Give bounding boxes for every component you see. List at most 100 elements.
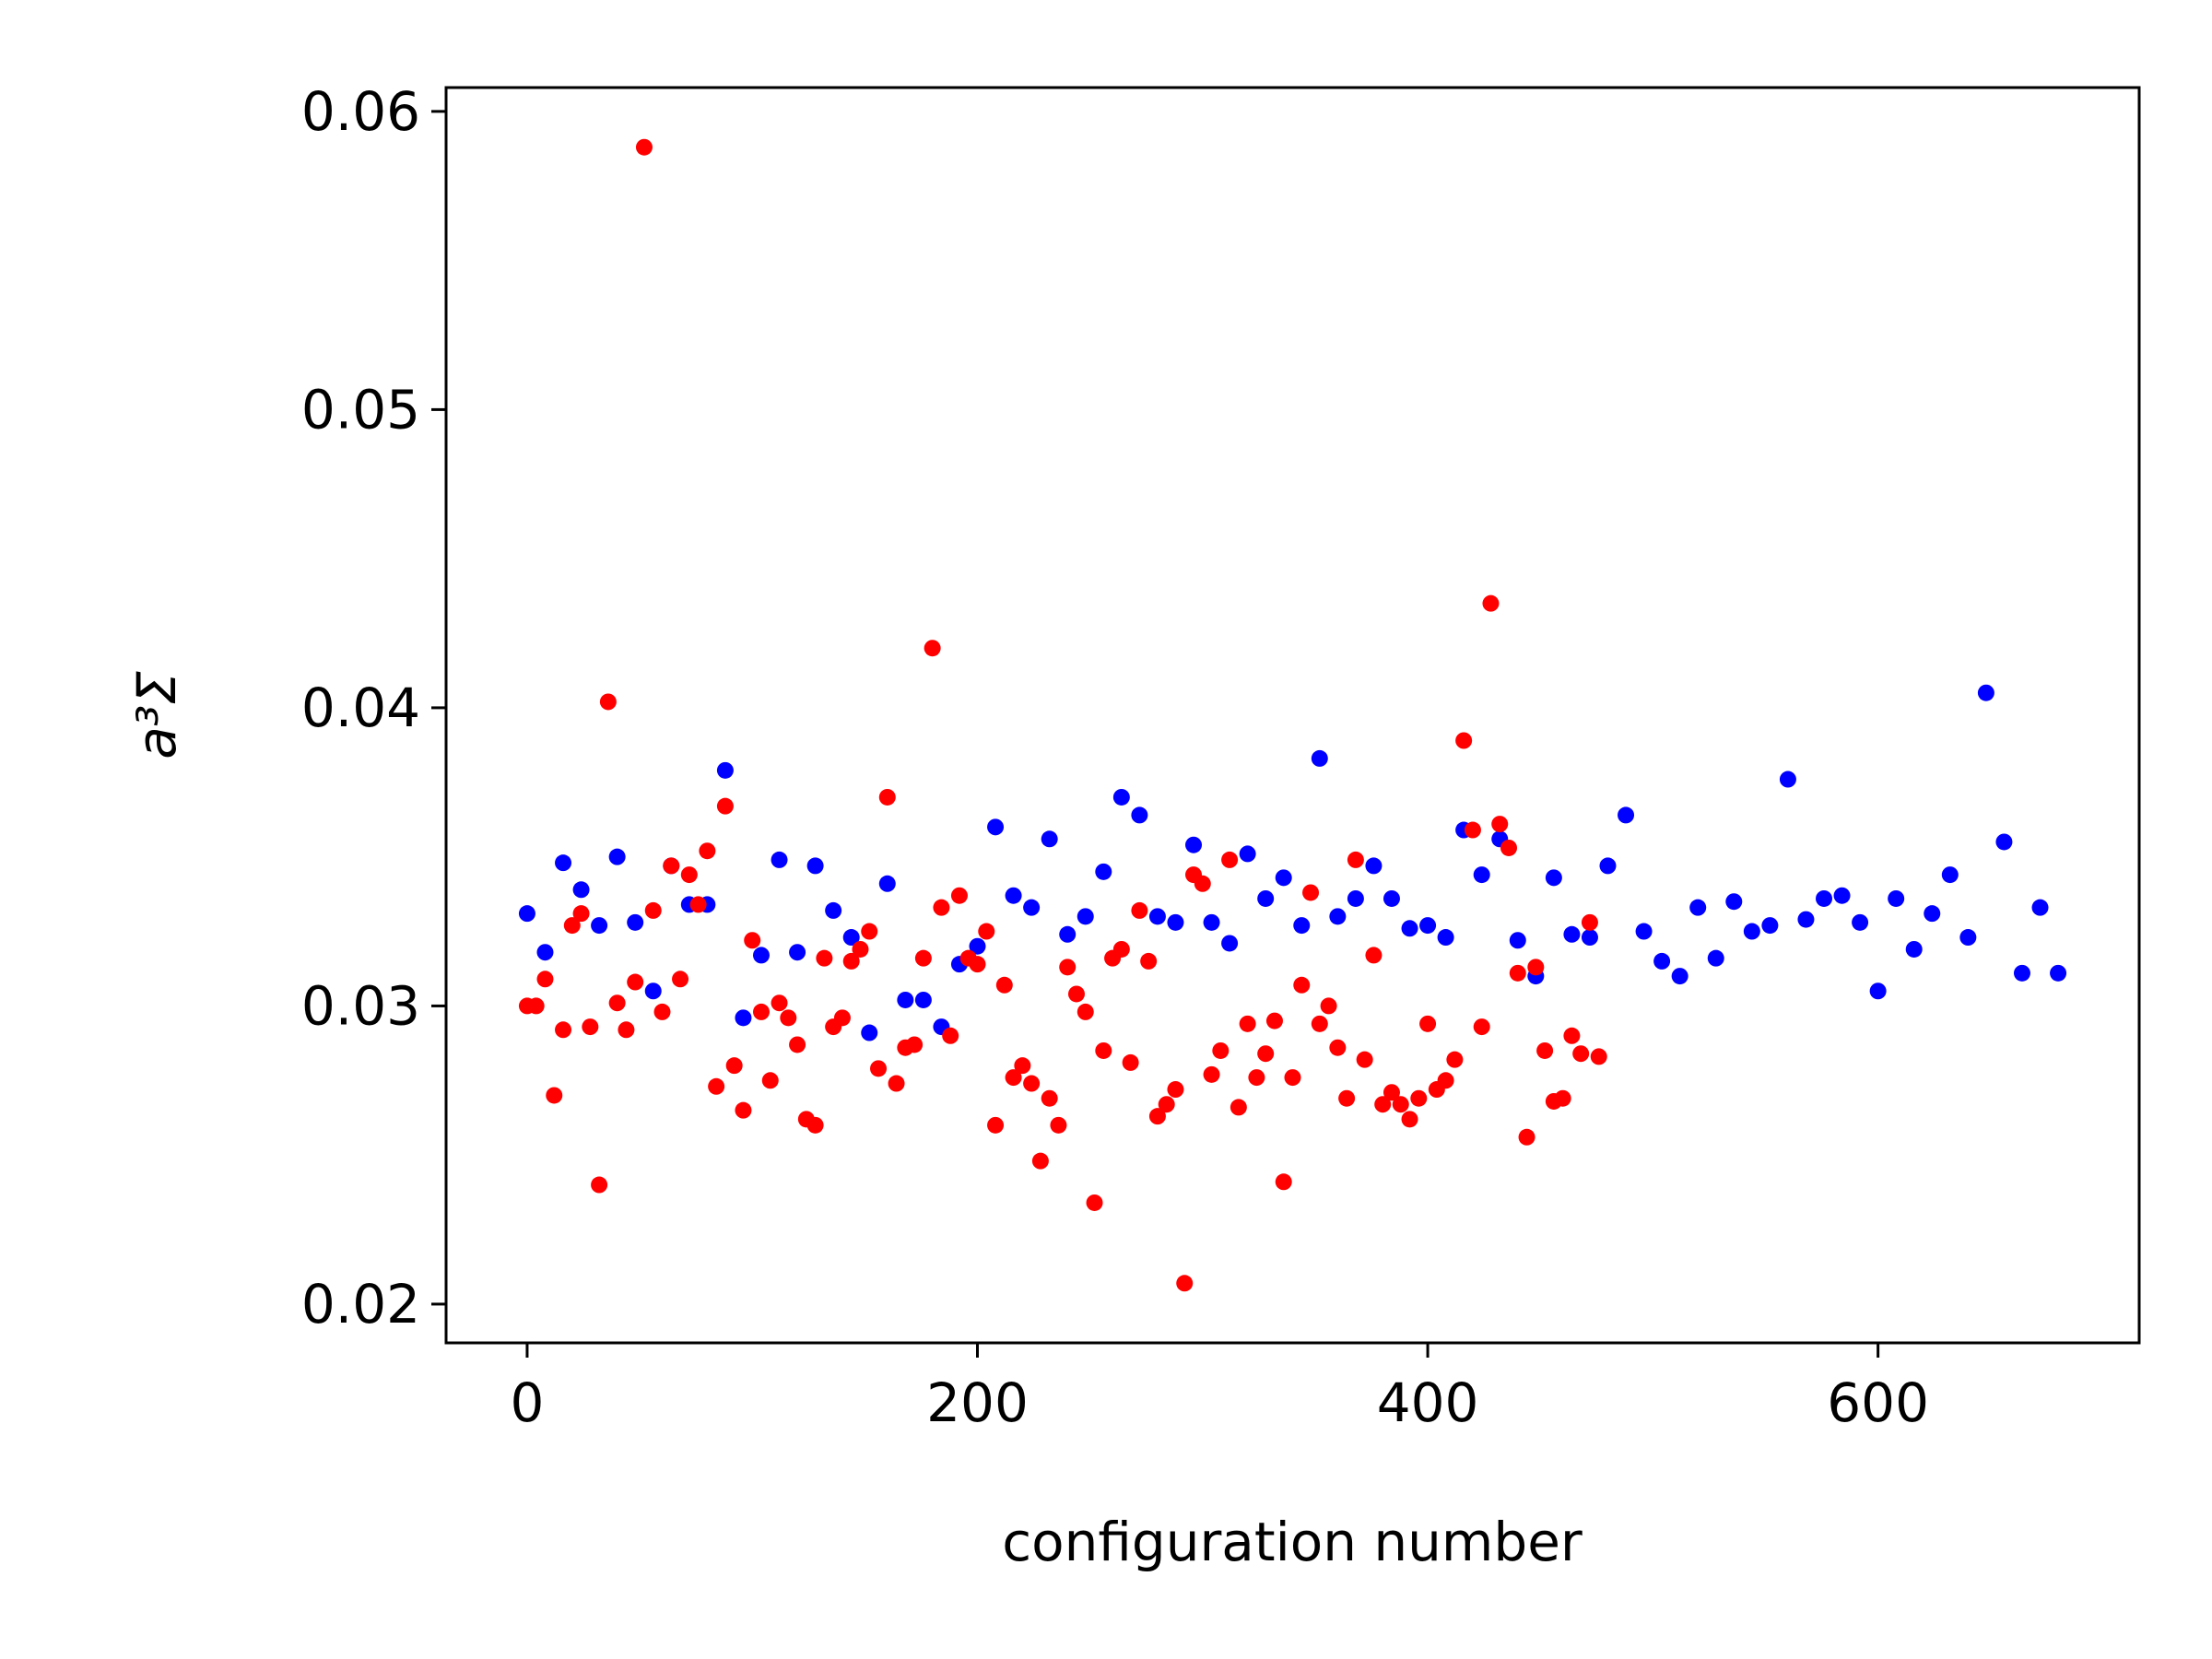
data-point-series-0-44 (1311, 749, 1328, 767)
data-point-series-1-18 (680, 866, 698, 884)
data-point-series-1-63 (1086, 1194, 1103, 1211)
data-point-series-0-58 (1563, 925, 1581, 943)
data-point-series-1-119 (1590, 1048, 1607, 1065)
data-point-series-1-3 (546, 1087, 563, 1104)
data-point-series-1-9 (599, 693, 617, 711)
data-point-series-0-38 (1203, 913, 1220, 931)
data-point-series-0-12 (735, 1009, 752, 1027)
data-point-series-1-72 (1167, 1081, 1184, 1099)
data-point-series-1-88 (1311, 1015, 1328, 1032)
data-point-series-1-10 (608, 994, 626, 1012)
data-point-series-0-53 (1473, 866, 1490, 884)
data-point-series-0-26 (987, 818, 1005, 836)
plot-frame (444, 86, 2141, 1345)
data-point-series-0-25 (969, 937, 986, 955)
data-point-series-0-6 (627, 913, 644, 931)
data-point-series-1-56 (1023, 1075, 1041, 1092)
data-point-series-0-18 (842, 929, 860, 947)
data-point-series-1-8 (591, 1176, 608, 1194)
y-axis-title: a³Σ (125, 671, 188, 759)
data-point-series-0-82 (1995, 833, 2013, 851)
data-point-series-0-14 (771, 851, 788, 868)
data-point-series-1-41 (888, 1075, 905, 1092)
data-point-series-1-62 (1077, 1003, 1094, 1020)
data-point-series-1-53 (995, 976, 1013, 994)
data-point-series-1-64 (1095, 1041, 1112, 1059)
data-point-series-0-15 (789, 944, 806, 961)
y-tick-label: 0.02 (301, 1273, 420, 1335)
data-point-series-1-86 (1293, 976, 1311, 994)
data-point-series-1-97 (1392, 1096, 1409, 1113)
data-point-series-1-1 (527, 997, 545, 1015)
data-point-series-0-76 (1888, 889, 1905, 907)
x-tick-label: 200 (926, 1371, 1029, 1434)
data-point-series-1-100 (1419, 1015, 1437, 1032)
data-point-series-0-36 (1167, 913, 1184, 931)
data-point-series-0-22 (914, 991, 932, 1008)
data-point-series-1-103 (1446, 1051, 1464, 1068)
data-point-series-0-32 (1095, 863, 1112, 880)
data-point-series-0-34 (1131, 806, 1148, 824)
data-point-series-0-75 (1869, 982, 1887, 1000)
data-point-series-0-43 (1293, 917, 1311, 935)
data-point-series-1-15 (653, 1003, 671, 1020)
data-point-series-1-94 (1365, 947, 1382, 964)
data-point-series-1-90 (1329, 1039, 1347, 1056)
data-point-series-1-81 (1248, 1069, 1265, 1087)
data-point-series-0-62 (1635, 923, 1653, 940)
y-tick-label: 0.05 (301, 378, 420, 441)
data-point-series-1-106 (1473, 1018, 1490, 1036)
data-point-series-1-96 (1382, 1084, 1400, 1101)
data-point-series-1-89 (1320, 997, 1337, 1015)
data-point-series-1-68 (1131, 901, 1148, 919)
data-point-series-1-110 (1509, 964, 1526, 982)
data-point-series-1-98 (1401, 1111, 1418, 1128)
x-axis: 0 200 400 600 (510, 1343, 1929, 1434)
data-point-series-0-63 (1653, 952, 1671, 970)
data-point-series-1-75 (1194, 875, 1211, 892)
data-point-series-1-66 (1112, 940, 1130, 958)
data-point-series-1-115 (1554, 1089, 1571, 1107)
data-point-series-1-109 (1500, 839, 1518, 856)
data-point-series-1-77 (1212, 1041, 1230, 1059)
data-point-series-1-14 (644, 901, 662, 919)
data-point-series-1-105 (1464, 821, 1481, 839)
data-point-series-1-21 (708, 1077, 725, 1095)
data-point-series-0-13 (752, 947, 770, 964)
data-point-series-1-46 (933, 899, 950, 916)
data-point-series-1-83 (1265, 1012, 1283, 1030)
data-point-series-0-11 (716, 761, 734, 779)
data-point-series-1-84 (1275, 1173, 1292, 1191)
data-point-series-0-73 (1833, 887, 1851, 904)
data-point-series-1-43 (906, 1036, 924, 1053)
data-point-series-0-47 (1365, 857, 1382, 875)
data-point-series-1-5 (563, 917, 581, 935)
data-point-series-0-33 (1112, 788, 1130, 806)
data-point-series-1-82 (1257, 1045, 1275, 1063)
data-point-series-1-85 (1284, 1069, 1301, 1087)
data-point-series-1-13 (635, 138, 653, 156)
data-point-series-0-49 (1401, 920, 1418, 937)
data-point-series-1-45 (924, 640, 941, 657)
data-point-series-1-17 (672, 971, 689, 988)
points-layer (518, 138, 2067, 1292)
y-tick-label: 0.06 (301, 80, 420, 143)
data-point-series-1-58 (1041, 1089, 1058, 1107)
data-point-series-1-33 (816, 949, 833, 967)
data-point-series-0-78 (1924, 905, 1941, 923)
x-tick-label: 400 (1377, 1371, 1479, 1434)
data-point-series-1-29 (780, 1009, 797, 1027)
data-point-series-0-3 (572, 881, 590, 899)
data-point-series-1-93 (1356, 1051, 1373, 1068)
data-point-series-1-44 (914, 949, 932, 967)
data-point-series-1-79 (1230, 1099, 1247, 1116)
data-point-series-1-54 (1005, 1069, 1022, 1087)
data-point-series-1-4 (555, 1021, 572, 1039)
y-tick-label: 0.03 (301, 974, 420, 1037)
data-point-series-1-104 (1455, 732, 1473, 749)
data-point-series-1-99 (1410, 1089, 1428, 1107)
data-point-series-0-20 (878, 875, 896, 892)
data-point-series-1-117 (1572, 1045, 1590, 1063)
data-point-series-1-87 (1302, 884, 1320, 901)
data-point-series-0-70 (1779, 771, 1796, 788)
